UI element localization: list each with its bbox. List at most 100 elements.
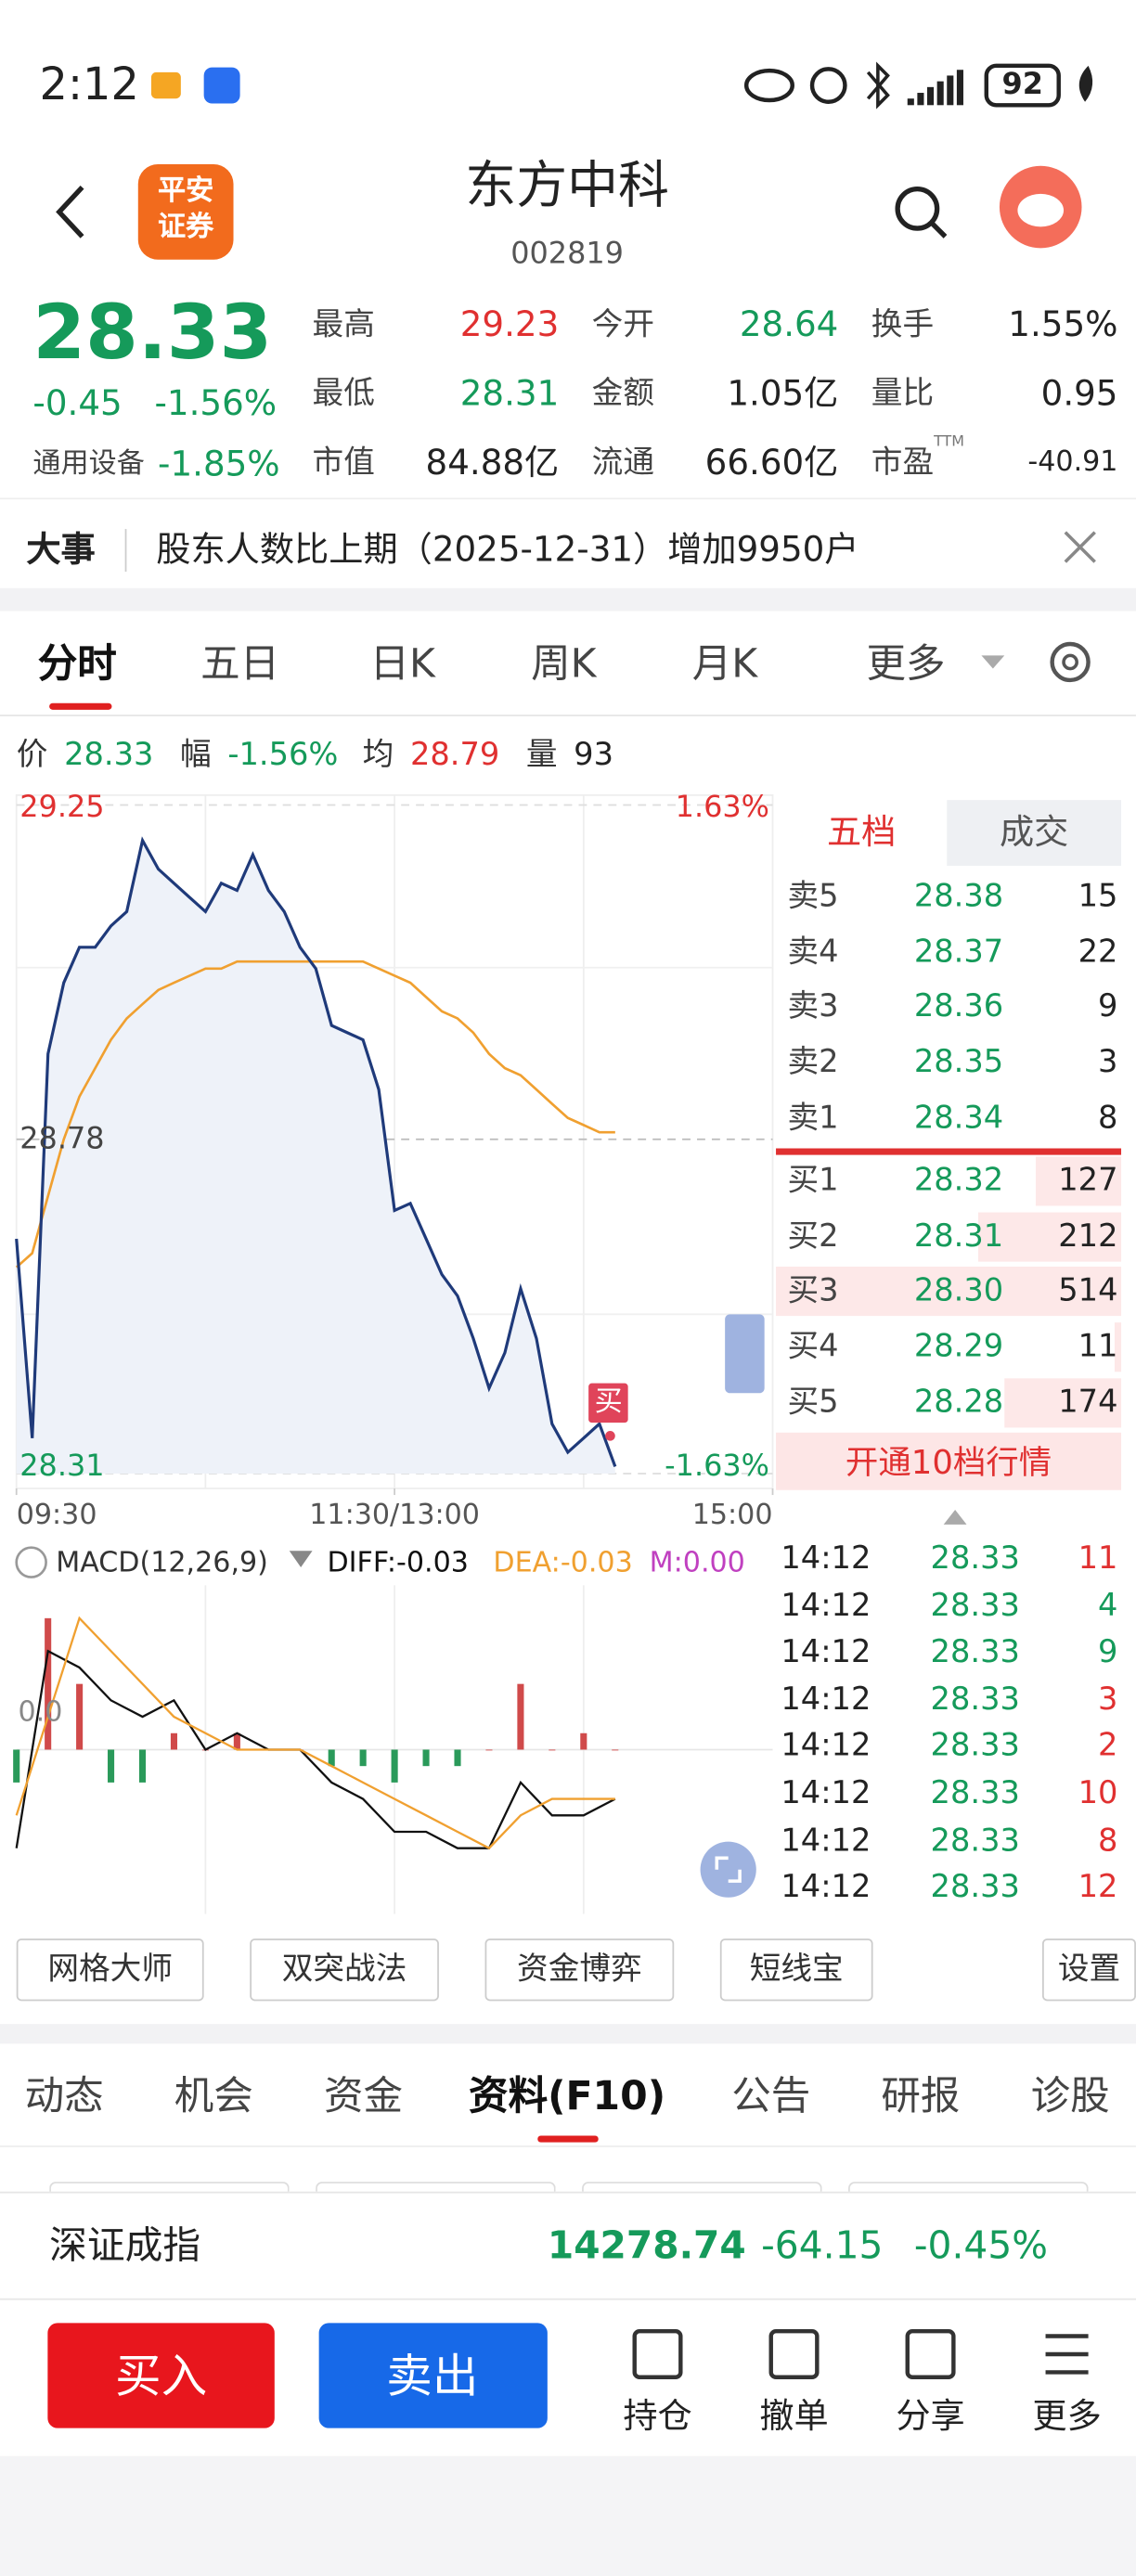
- tool-button[interactable]: [719, 1938, 873, 2002]
- tool-label[interactable]: 双突战法: [281, 1951, 407, 1988]
- nav-bar: [0, 2455, 1136, 2576]
- info-tab[interactable]: 公告: [731, 2073, 811, 2119]
- action-label[interactable]: 更多: [1032, 2396, 1102, 2436]
- tool-label[interactable]: 短线宝: [749, 1951, 844, 1988]
- index-change: -64.15: [761, 2225, 884, 2269]
- spread-line: [776, 1148, 1122, 1155]
- macd-bar: [517, 1683, 524, 1750]
- tool-button[interactable]: [1042, 1938, 1136, 2002]
- expand-tab[interactable]: [725, 1314, 765, 1394]
- active-tab-indicator: [49, 702, 112, 710]
- sell-button[interactable]: [318, 2323, 548, 2428]
- bid-level: 买3: [787, 1272, 839, 1309]
- macd-diff: DIFF:-0.03: [327, 1546, 469, 1580]
- info-tab[interactable]: 诊股: [1030, 2073, 1110, 2119]
- bid-level: 买4: [787, 1328, 839, 1365]
- bid-volume: 11: [1078, 1328, 1118, 1365]
- price-area: [16, 840, 615, 1475]
- trade-time: 14:12: [781, 1587, 871, 1624]
- info-tab[interactable]: 动态: [24, 2073, 104, 2119]
- macd-title: MACD(12,26,9): [56, 1546, 268, 1580]
- info-tab[interactable]: 研报: [881, 2073, 961, 2119]
- stock-code: 002819: [510, 236, 624, 272]
- period-tab[interactable]: 五日: [200, 640, 280, 688]
- stat-value: 84.88亿: [425, 443, 560, 483]
- info-tab[interactable]: 资料(F10): [469, 2073, 666, 2119]
- event-text: 股东人数比上期（2025-12-31）增加9950户: [156, 529, 859, 570]
- ask-volume: 9: [1098, 988, 1118, 1025]
- upgrade-text[interactable]: 开通10档行情: [845, 1442, 1052, 1482]
- order-tab[interactable]: 成交: [999, 812, 1069, 852]
- battery-icon: [984, 63, 1061, 108]
- index-change-pct: -0.45%: [913, 2225, 1048, 2269]
- y-tick-label: 28.31: [19, 1449, 105, 1484]
- stat-value: 1.55%: [1008, 304, 1118, 344]
- period-tab[interactable]: 更多: [866, 640, 946, 688]
- macd-bar: [422, 1749, 430, 1767]
- sell-text[interactable]: 卖出: [386, 2349, 479, 2404]
- bid-volume: 127: [1058, 1162, 1118, 1199]
- settings-icon: [1050, 641, 1091, 683]
- trade-price: 28.33: [930, 1587, 1020, 1624]
- period-tab[interactable]: 分时: [37, 640, 117, 688]
- ask-level: 卖5: [787, 878, 839, 915]
- signal-bar: [956, 70, 963, 106]
- period-tab[interactable]: 周K: [531, 640, 597, 688]
- stat-label: 市值: [312, 444, 375, 481]
- signal-bar: [927, 86, 935, 106]
- divider: [0, 2145, 1136, 2147]
- price-change: -0.45: [32, 383, 123, 423]
- action-label[interactable]: 持仓: [623, 2396, 692, 2436]
- stat-value: 1.05亿: [727, 373, 839, 414]
- signal-bar: [907, 98, 914, 106]
- y-tick-label: 29.25: [19, 790, 105, 825]
- trade-price: 28.33: [930, 1681, 1020, 1718]
- bid-price: 28.32: [913, 1162, 1004, 1199]
- macd-bar: [76, 1683, 84, 1750]
- info-value: 93: [574, 737, 614, 773]
- action-icon: [632, 2328, 683, 2379]
- order-tab[interactable]: 五档: [826, 812, 897, 852]
- ask-volume: 8: [1098, 1099, 1118, 1136]
- bid-price: 28.30: [913, 1272, 1004, 1309]
- info-label: 量: [525, 737, 558, 773]
- tool-label[interactable]: 资金博弈: [517, 1951, 642, 1988]
- trade-time: 14:12: [781, 1774, 871, 1811]
- buy-text[interactable]: 买入: [114, 2349, 208, 2404]
- tool-button[interactable]: [250, 1938, 439, 2002]
- card-edge: [49, 2182, 290, 2196]
- tool-label[interactable]: 设置: [1057, 1951, 1121, 1988]
- trade-time: 14:12: [781, 1681, 871, 1718]
- info-value: 28.33: [64, 737, 154, 773]
- stat-value: 0.95: [1040, 373, 1118, 414]
- info-tab[interactable]: 资金: [323, 2073, 403, 2119]
- macd-bar: [549, 1749, 556, 1751]
- tool-button[interactable]: [16, 1938, 204, 2002]
- info-tab[interactable]: 机会: [174, 2073, 253, 2119]
- action-label[interactable]: 分享: [896, 2396, 965, 2436]
- period-tab[interactable]: 日K: [369, 640, 435, 688]
- search-icon: [895, 186, 940, 231]
- bid-volume: 514: [1058, 1272, 1118, 1309]
- average-line: [15, 960, 615, 1269]
- tool-label[interactable]: 网格大师: [47, 1951, 174, 1988]
- stat-label: 最低: [312, 375, 375, 412]
- assistant-avatar: [1017, 193, 1065, 227]
- stat-value: -40.91: [1027, 445, 1118, 480]
- order-tab-active: [776, 800, 948, 867]
- upgrade-button[interactable]: [776, 1432, 1122, 1490]
- ask-level: 卖3: [787, 988, 839, 1025]
- stat-label: 市盈: [871, 444, 935, 481]
- trade-volume: 2: [1098, 1728, 1118, 1765]
- tool-button[interactable]: [484, 1938, 675, 2002]
- bid-price: 28.31: [913, 1217, 1004, 1255]
- fullscreen-button: [700, 1841, 756, 1898]
- logo-text: 证券: [158, 211, 214, 244]
- macd-bar: [612, 1749, 619, 1751]
- ask-price: 28.34: [913, 1099, 1004, 1136]
- period-tab[interactable]: 月K: [691, 640, 758, 688]
- buy-button[interactable]: [47, 2323, 275, 2428]
- y2-tick-label: 1.63%: [675, 790, 769, 825]
- action-label[interactable]: 撤单: [759, 2396, 829, 2436]
